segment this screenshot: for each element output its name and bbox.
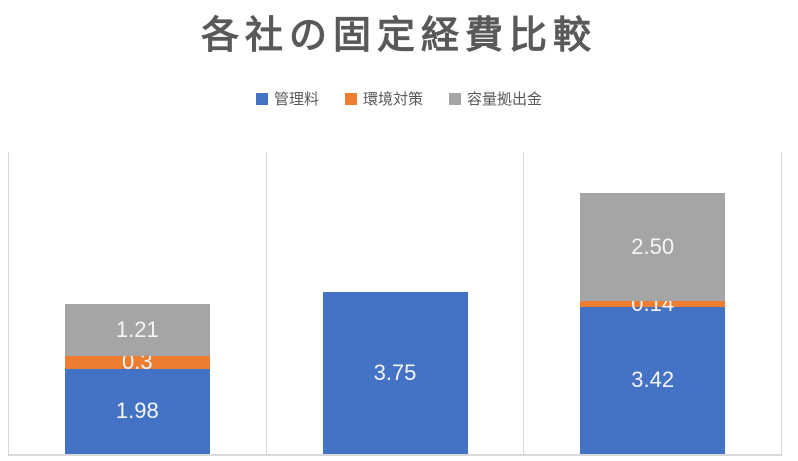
- category-cell: 3.42 0.14 2.50: [523, 152, 781, 454]
- data-label: 2.50: [631, 233, 675, 259]
- legend-item-yoryokyoshutsukin: 容量拠出金: [449, 88, 542, 109]
- bar-segment: 1.98: [64, 368, 210, 454]
- bar-segment: 0.3: [64, 351, 210, 373]
- chart-title: 各社の固定経費比較: [200, 15, 597, 57]
- bar-segment: 1.21: [64, 303, 210, 356]
- bar-group: 1.98 0.3 1.21: [64, 303, 210, 454]
- bar-segment: 3.75: [322, 292, 468, 454]
- category-cell: 3.75: [265, 152, 524, 454]
- legend-label: 容量拠出金: [467, 91, 543, 108]
- bar-segment: 3.42: [580, 306, 726, 454]
- legend-label: 管理料: [273, 91, 319, 108]
- legend-item-kanriryo: 管理料: [255, 88, 319, 109]
- legend: 管理料 環境対策 容量拠出金: [0, 88, 798, 109]
- category-cell: 1.98 0.3 1.21: [8, 152, 266, 454]
- legend-square-icon: [449, 92, 461, 105]
- bar-segment: 0.14: [580, 292, 726, 314]
- legend-square-icon: [255, 92, 268, 105]
- legend-label: 環境対策: [362, 91, 423, 108]
- legend-item-kankyotaisaku: 環境対策: [344, 88, 423, 109]
- data-label: 3.42: [631, 367, 675, 393]
- legend-square-icon: [344, 92, 357, 105]
- data-label: 1.98: [115, 398, 159, 424]
- bar-segment: 2.50: [580, 192, 726, 301]
- data-label: 3.75: [373, 360, 417, 386]
- data-label: 1.21: [115, 316, 159, 342]
- bar-group: 3.42 0.14 2.50: [580, 192, 726, 454]
- plot-area: 1.98 0.3 1.21 3.75 3.42 0.14 2.50: [8, 152, 782, 456]
- bar-group: 3.75: [322, 292, 468, 454]
